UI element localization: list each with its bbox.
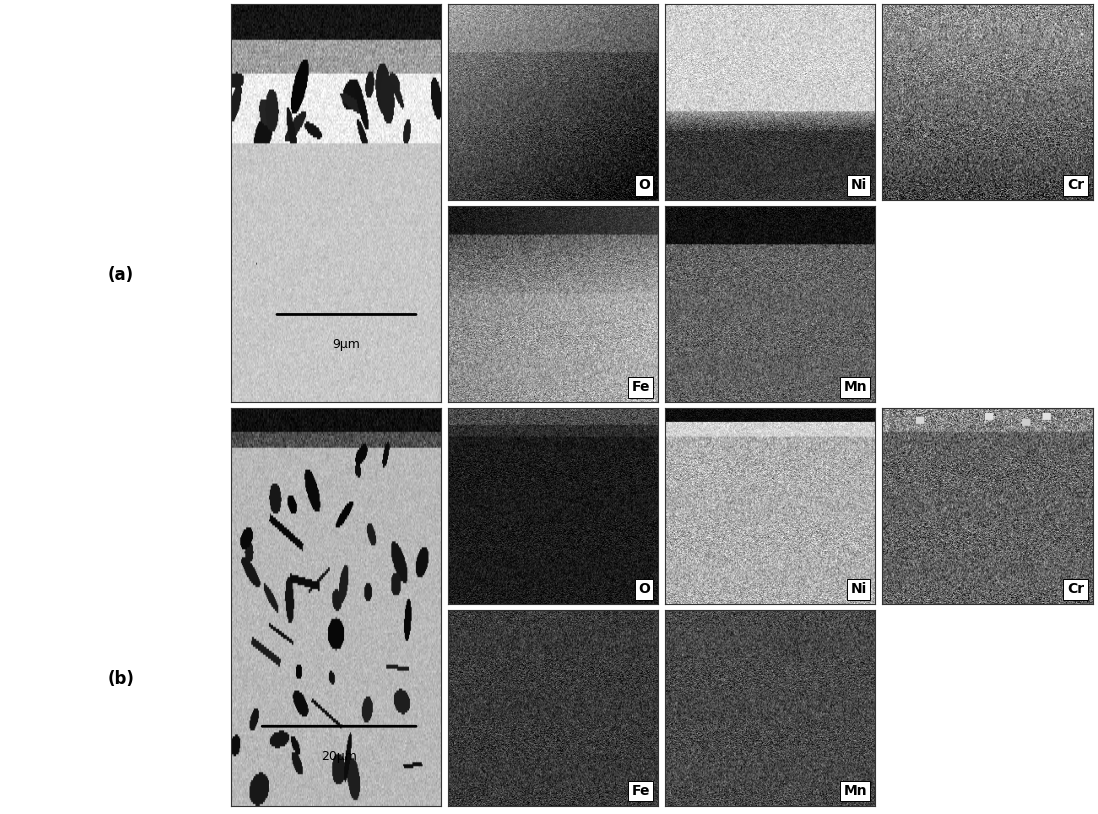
Text: Fe: Fe [631,380,650,394]
Text: Fe: Fe [631,784,650,798]
Text: Cr: Cr [1067,582,1084,596]
Text: Cr: Cr [1067,178,1084,192]
Text: O: O [638,178,650,192]
Text: Mn: Mn [843,380,867,394]
Text: 20μm: 20μm [322,751,357,764]
Text: 9μm: 9μm [333,339,360,352]
Text: O: O [638,582,650,596]
Text: (a): (a) [108,265,134,284]
Text: Mn: Mn [843,784,867,798]
Text: (b): (b) [108,669,134,688]
Text: Ni: Ni [851,178,867,192]
Text: Ni: Ni [851,582,867,596]
